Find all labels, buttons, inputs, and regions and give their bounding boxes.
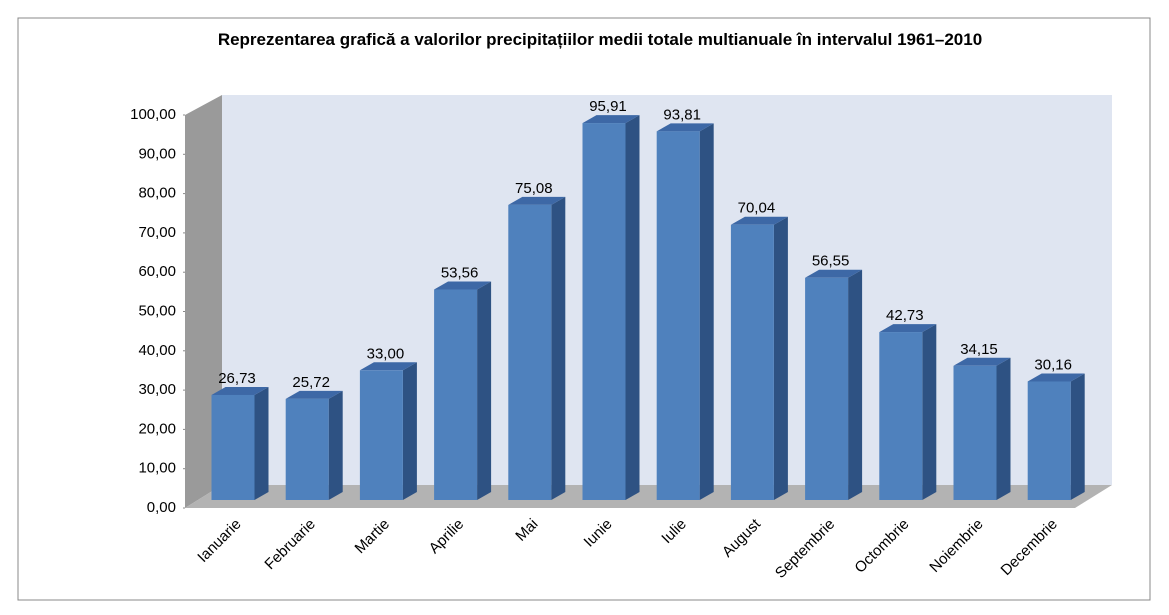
data-label: 26,73: [218, 370, 256, 387]
bar-side: [254, 386, 269, 500]
y-tick-label: 50,00: [138, 302, 176, 319]
bar: [1027, 381, 1071, 500]
bar-side: [996, 357, 1011, 500]
bar-side: [773, 216, 788, 500]
y-tick-label: 10,00: [138, 460, 176, 477]
bar: [879, 332, 923, 500]
chart-title: Reprezentarea grafică a valorilor precip…: [217, 30, 983, 49]
bar-side: [1070, 373, 1085, 500]
bar-top: [434, 281, 492, 290]
y-tick-label: 70,00: [138, 224, 176, 241]
bar: [211, 394, 255, 500]
y-tick-label: 60,00: [138, 263, 176, 280]
data-label: 33,00: [367, 345, 405, 362]
bar-top: [953, 357, 1011, 366]
data-label: 95,91: [589, 98, 627, 115]
title-box: Reprezentarea grafică a valorilor precip…: [150, 28, 1050, 52]
bar: [656, 131, 700, 500]
y-tick-label: 20,00: [138, 420, 176, 437]
bar-side: [402, 362, 417, 500]
data-label: 93,81: [663, 106, 701, 123]
bar-side: [922, 324, 937, 500]
bar-top: [656, 123, 714, 132]
y-tick-label: 0,00: [147, 499, 176, 516]
bar-side: [699, 123, 714, 501]
bar: [434, 289, 478, 500]
bar-side: [551, 196, 566, 500]
bar-top: [730, 216, 788, 225]
y-tick-label: 30,00: [138, 381, 176, 398]
bar-top: [285, 390, 343, 399]
bar: [285, 398, 329, 500]
bar-top: [879, 324, 937, 333]
bar-top: [508, 196, 566, 205]
y-tick-label: 80,00: [138, 185, 176, 202]
bar: [730, 224, 774, 500]
bar: [582, 123, 626, 500]
data-label: 70,04: [738, 200, 776, 217]
bar: [508, 204, 552, 500]
data-label: 25,72: [292, 374, 330, 391]
data-label: 53,56: [441, 264, 479, 281]
y-tick-label: 40,00: [138, 342, 176, 359]
bar-top: [1027, 373, 1085, 382]
y-tick-label: 100,00: [130, 106, 176, 123]
bar: [359, 370, 403, 500]
bar-top: [359, 362, 417, 371]
bar: [805, 277, 849, 500]
data-label: 75,08: [515, 180, 553, 197]
data-label: 42,73: [886, 307, 924, 324]
bar-side: [848, 269, 863, 500]
bar-top: [805, 269, 863, 278]
bar-side: [477, 281, 492, 500]
bar-side: [625, 115, 640, 500]
y-tick-label: 90,00: [138, 145, 176, 162]
bar-side: [328, 390, 343, 500]
data-label: 30,16: [1034, 356, 1072, 373]
data-label: 56,55: [812, 253, 850, 270]
bar: [953, 365, 997, 500]
bar-top: [211, 386, 269, 395]
bar-top: [582, 115, 640, 124]
data-label: 34,15: [960, 341, 998, 358]
